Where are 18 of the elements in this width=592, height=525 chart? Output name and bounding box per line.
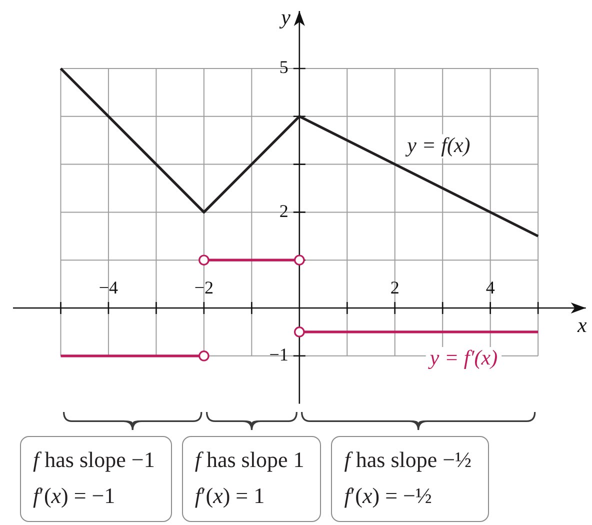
y-axis-title: y xyxy=(279,5,292,30)
text-box: f has slope −½ f′(x) = −½ xyxy=(331,436,489,522)
text-box: f has slope −1 f′(x) = −1 xyxy=(20,436,172,522)
x-tick-label: 4 xyxy=(486,278,495,298)
y-tick-label: 5 xyxy=(279,57,288,78)
text-box: f has slope 1 f′(x) = 1 xyxy=(182,436,322,522)
point xyxy=(198,350,210,362)
x-tick-label: −2 xyxy=(194,278,214,298)
x-axis-title: x xyxy=(576,313,588,338)
x-tick-label: −4 xyxy=(98,278,118,298)
point xyxy=(294,326,305,338)
series-label: y = f(x) xyxy=(405,132,470,157)
y-tick-label: −1 xyxy=(269,344,288,365)
x-tick-label: 2 xyxy=(390,278,400,298)
y-tick-label: 2 xyxy=(279,200,288,221)
point xyxy=(294,254,305,266)
point xyxy=(198,254,210,266)
series-label: y = f′(x) xyxy=(428,345,498,370)
